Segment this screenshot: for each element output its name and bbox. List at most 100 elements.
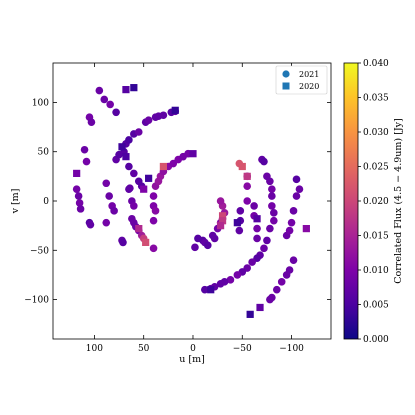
colorbar-tick-label-6: 0.030	[363, 128, 389, 138]
point-2021-115	[292, 192, 301, 200]
point-2021-69	[210, 234, 219, 243]
colorbar-ticks: 0.000 0.005 0.010 0.015 0.020 0.025 0.030 0.035…	[358, 59, 389, 345]
point-2020-3	[118, 143, 126, 151]
y-tick-label-3: −50	[30, 246, 49, 256]
point-2021-9	[74, 192, 83, 200]
point-2021-88	[260, 157, 268, 166]
y-tick-label-1: 50	[38, 148, 50, 158]
colorbar-label: Correlated Flux (4.5 − 4.9um) [Jy]	[393, 118, 404, 283]
point-2021-113	[287, 218, 296, 227]
point-2021-17	[102, 179, 111, 188]
colorbar-tick-label-2: 0.010	[363, 266, 389, 276]
point-2021-25	[125, 136, 133, 144]
point-2020-19	[302, 225, 310, 233]
point-2020-17	[233, 219, 241, 227]
point-2021-1	[100, 95, 109, 104]
point-2021-110	[201, 285, 209, 294]
x-tick-label-4: −100	[279, 344, 304, 354]
point-2021-95	[270, 216, 278, 225]
point-2021-7	[82, 157, 91, 166]
legend-label-2021: 2021	[299, 70, 319, 79]
point-2021-97	[263, 236, 271, 245]
plot-frame	[52, 62, 332, 340]
point-2021-10	[75, 199, 84, 207]
point-2021-122	[272, 285, 281, 294]
x-tick-label-0: 100	[86, 344, 103, 354]
point-2021-16	[119, 238, 127, 247]
point-2020-9	[189, 150, 197, 158]
point-2020-7	[159, 162, 168, 171]
y-ticks: 100 50 0 −50 −100	[24, 98, 331, 306]
point-2021-5	[87, 118, 96, 126]
point-2021-83	[250, 202, 258, 210]
point-2021-8	[72, 185, 81, 193]
point-2021-96	[266, 224, 274, 233]
point-2021-20	[110, 207, 118, 215]
x-tick-label-2: 0	[190, 344, 196, 354]
y-tick-label-2: 0	[43, 197, 49, 207]
point-2020-10	[135, 225, 143, 233]
point-2021-86	[253, 234, 261, 243]
colorbar-gradient	[343, 62, 359, 340]
point-2021-104	[233, 271, 242, 279]
point-2020-8	[171, 106, 179, 114]
point-2021-112	[285, 226, 294, 235]
point-2020-5	[145, 174, 153, 182]
point-2021-120	[282, 271, 291, 279]
point-2021-101	[248, 258, 256, 266]
point-2021-51	[151, 207, 160, 215]
point-2021-93	[268, 202, 276, 210]
legend-label-2020: 2020	[299, 82, 319, 91]
point-2021-67	[191, 243, 199, 252]
point-2021-94	[270, 209, 278, 217]
point-2020-20	[207, 286, 215, 294]
point-2021-91	[268, 185, 276, 193]
point-2021-117	[292, 175, 301, 184]
point-2020-18	[253, 215, 261, 223]
point-2021-52	[149, 216, 158, 225]
point-2020-6	[140, 185, 148, 193]
point-2020-4	[122, 153, 130, 161]
legend: 2021 2020	[275, 65, 328, 95]
point-2021-90	[266, 177, 274, 186]
point-2021-3	[112, 108, 120, 117]
point-2021-121	[277, 278, 286, 286]
x-tick-label-1: 50	[138, 344, 150, 354]
colorbar: 0.000 0.005 0.010 0.015 0.020 0.025 0.030 0.035…	[343, 59, 404, 345]
colorbar-tick-label-3: 0.015	[363, 232, 389, 242]
point-2021-2	[106, 100, 114, 109]
point-2021-27	[134, 128, 143, 136]
colorbar-tick-label-0: 0.000	[363, 335, 389, 345]
x-tick-label-3: −50	[233, 344, 252, 354]
point-2021-116	[295, 185, 304, 193]
plot-area: 100 50 0 −50 −100 100 50 0 −50 −100	[24, 62, 332, 354]
point-2021-85	[253, 224, 261, 233]
point-2021-14	[102, 218, 111, 227]
point-2021-62	[149, 244, 158, 253]
point-2021-80	[243, 197, 252, 205]
point-2021-0	[95, 86, 104, 95]
point-2021-66	[203, 241, 212, 250]
point-2020-2	[73, 169, 81, 177]
point-2021-118	[289, 256, 298, 264]
point-2021-49	[149, 192, 158, 200]
point-2021-105	[226, 276, 235, 284]
point-2020-21	[246, 310, 254, 318]
colorbar-tick-label-8: 0.040	[363, 59, 389, 69]
point-2021-92	[268, 192, 276, 200]
point-2021-29	[144, 116, 153, 124]
point-2021-18	[105, 192, 113, 200]
point-2021-48	[130, 202, 138, 210]
data-points	[72, 84, 310, 318]
point-2020-16	[243, 172, 251, 180]
point-2021-35	[125, 162, 133, 171]
point-2021-32	[159, 111, 168, 120]
point-2020-0	[130, 84, 138, 92]
point-2021-75	[216, 197, 225, 205]
point-2020-15	[238, 162, 246, 171]
y-tick-label-4: −100	[24, 296, 49, 306]
y-axis-label: v [m]	[10, 189, 21, 215]
legend-marker-2020	[282, 82, 290, 90]
point-2021-6	[80, 145, 89, 154]
